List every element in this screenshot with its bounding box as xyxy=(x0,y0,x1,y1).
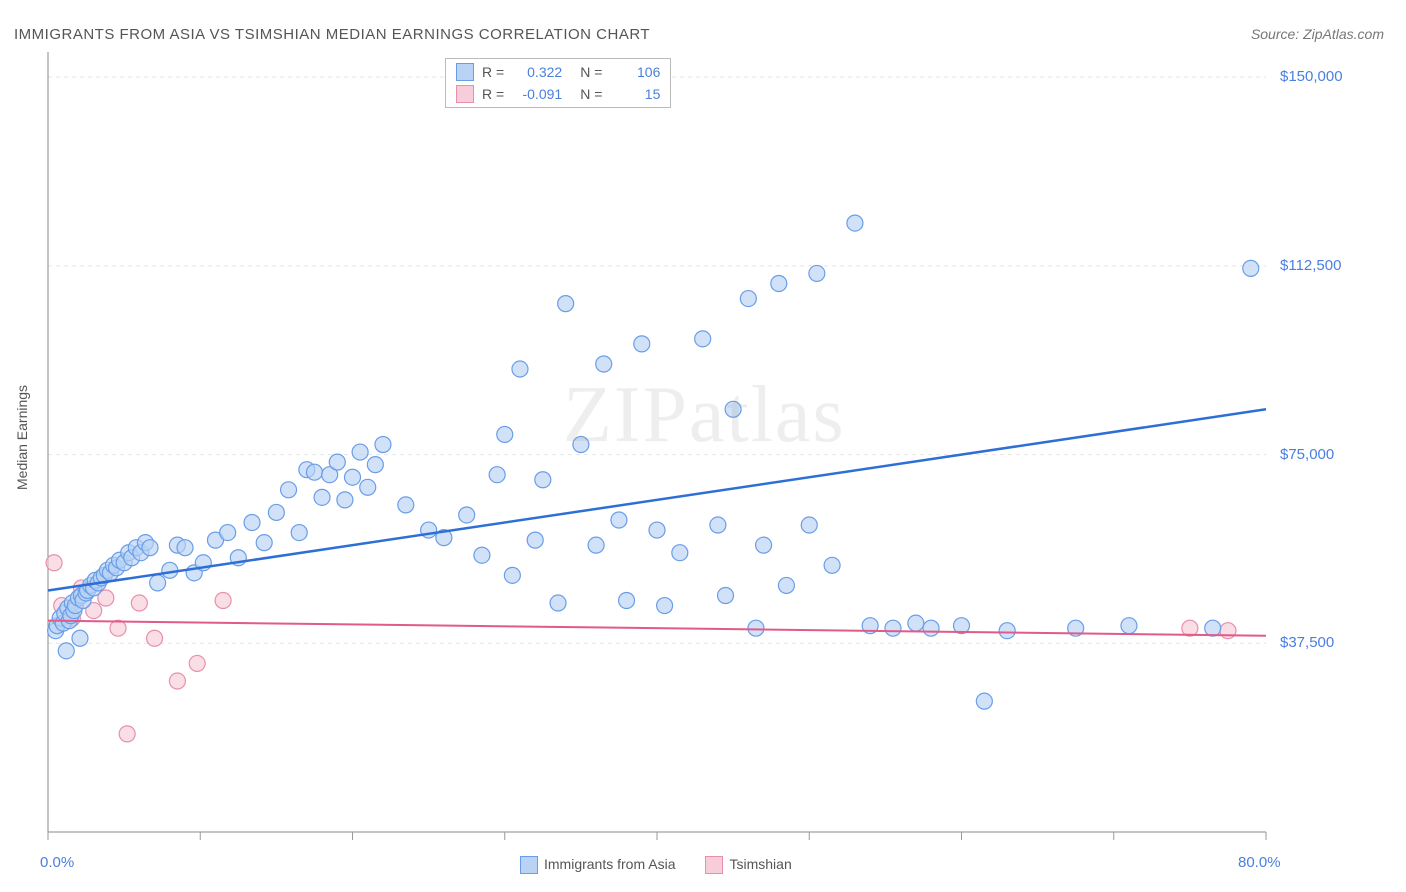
stat-r-value: 0.322 xyxy=(512,61,562,83)
stat-r-key: R = xyxy=(482,83,504,105)
scatter-chart xyxy=(0,0,1406,892)
y-grid-label: $75,000 xyxy=(1280,446,1334,463)
legend-swatch xyxy=(456,85,474,103)
correlation-stats-box: R = 0.322 N = 106 R = -0.091 N = 15 xyxy=(445,58,671,108)
stat-n-value: 106 xyxy=(610,61,660,83)
stat-n-value: 15 xyxy=(610,83,660,105)
y-grid-label: $112,500 xyxy=(1280,257,1341,274)
legend-label: Tsimshian xyxy=(729,856,791,872)
legend-swatch xyxy=(705,856,723,874)
stats-row: R = -0.091 N = 15 xyxy=(446,83,670,105)
stat-n-key: N = xyxy=(580,61,602,83)
stat-r-value: -0.091 xyxy=(512,83,562,105)
stat-n-key: N = xyxy=(580,83,602,105)
series-legend: Immigrants from Asia Tsimshian xyxy=(520,856,792,874)
x-axis-max-label: 80.0% xyxy=(1238,854,1281,871)
stat-r-key: R = xyxy=(482,61,504,83)
legend-swatch xyxy=(456,63,474,81)
stats-row: R = 0.322 N = 106 xyxy=(446,61,670,83)
y-grid-label: $37,500 xyxy=(1280,634,1334,651)
legend-item: Tsimshian xyxy=(705,856,791,874)
legend-item: Immigrants from Asia xyxy=(520,856,675,874)
y-grid-label: $150,000 xyxy=(1280,68,1343,85)
legend-label: Immigrants from Asia xyxy=(544,856,675,872)
x-axis-min-label: 0.0% xyxy=(40,854,74,871)
legend-swatch xyxy=(520,856,538,874)
